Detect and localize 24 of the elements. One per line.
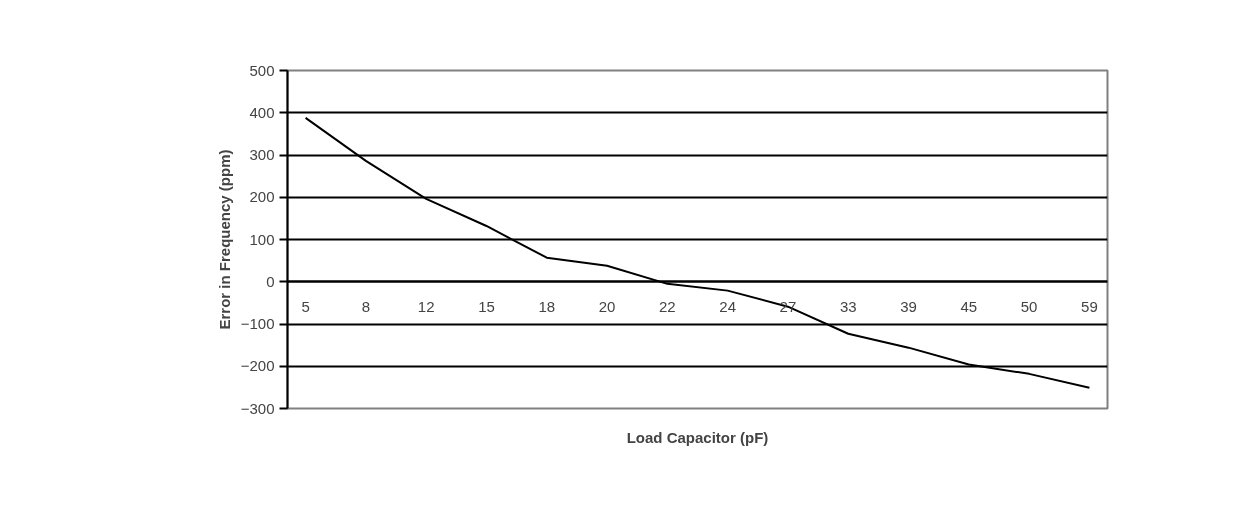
x-tick-label: 20 xyxy=(598,297,616,315)
y-tick-label: −100 xyxy=(240,315,275,332)
x-tick-label: 12 xyxy=(417,297,435,315)
x-tick-label: 18 xyxy=(538,297,556,315)
x-tick-label: 59 xyxy=(1081,297,1098,315)
y-tick-label: 100 xyxy=(249,230,275,248)
x-tick-label: 50 xyxy=(1020,297,1038,315)
x-tick-label: 24 xyxy=(719,297,736,315)
x-tick-label: 39 xyxy=(900,297,917,315)
y-tick-label: 500 xyxy=(249,61,275,79)
x-tick-label: 8 xyxy=(361,297,371,315)
x-tick-label: 45 xyxy=(960,297,978,315)
x-axis-title: Load Capacitor (pF) xyxy=(626,428,769,446)
y-tick-label: 200 xyxy=(249,188,275,206)
y-tick-label: 300 xyxy=(249,146,275,163)
x-tick-label: 15 xyxy=(478,297,495,315)
y-tick-label: 0 xyxy=(266,272,275,290)
x-tick-label: 33 xyxy=(839,297,857,315)
x-tick-label: 5 xyxy=(301,297,310,315)
y-tick-label: −300 xyxy=(240,399,275,417)
y-tick-label: −200 xyxy=(240,357,275,375)
x-tick-label: 22 xyxy=(659,297,676,315)
y-tick-label: 400 xyxy=(249,103,275,121)
y-axis-title: Error in Frequency (ppm) xyxy=(215,149,233,330)
